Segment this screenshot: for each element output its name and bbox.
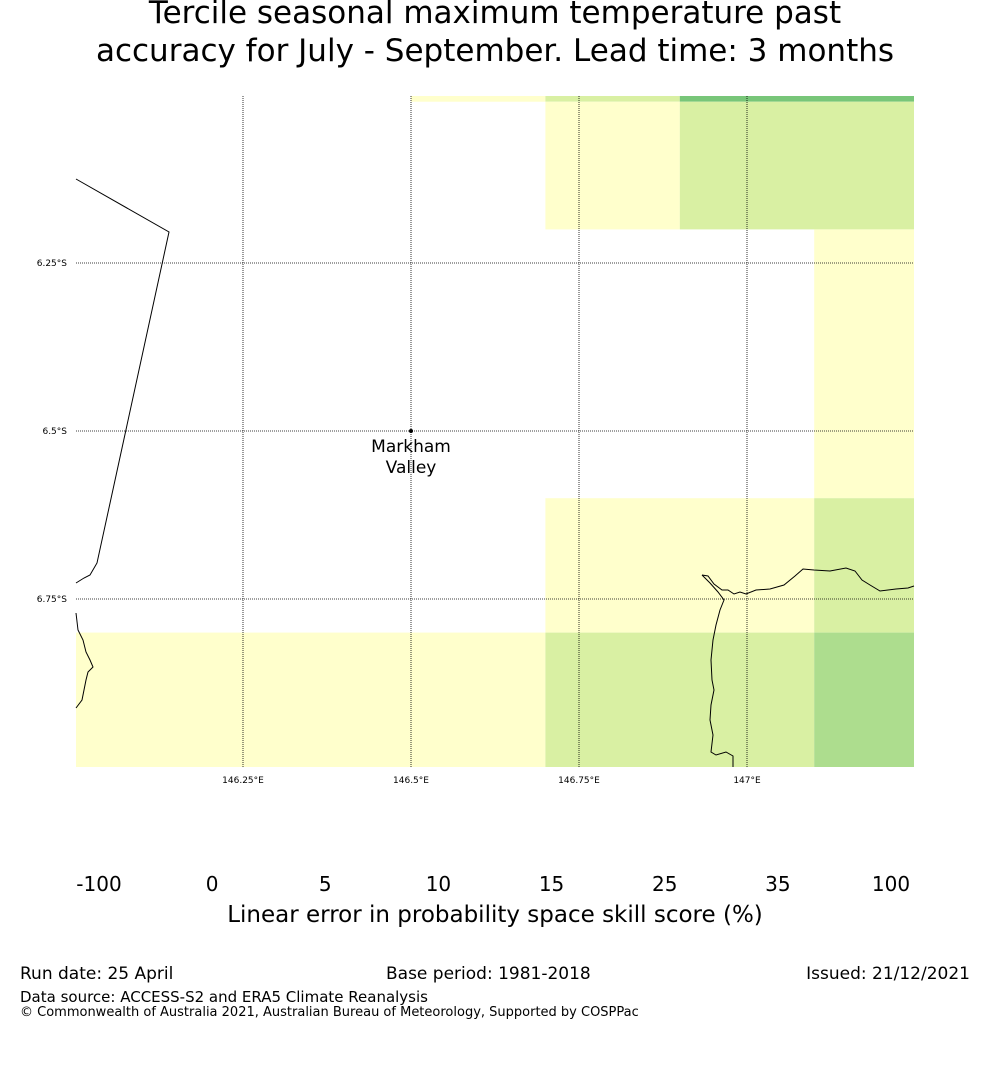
colorbar-tick-label: 15 — [538, 872, 565, 896]
base-period: Base period: 1981-2018 — [386, 964, 591, 984]
location-label: Markham — [371, 437, 451, 457]
colorbar-tick-label: 10 — [425, 872, 452, 896]
lon-tick-label: 146.75°E — [558, 776, 600, 786]
skill-cell — [545, 498, 815, 633]
issued-date: Issued: 21/12/2021 — [806, 964, 970, 984]
colorbar-tick-label: 25 — [651, 872, 678, 896]
lat-tick-label: 6.75°S — [37, 595, 68, 605]
skill-cell — [76, 632, 546, 767]
lat-tick-label: 6.25°S — [37, 259, 68, 269]
coastline-southwest — [75, 612, 94, 709]
skill-cell — [545, 96, 680, 102]
skill-cell — [679, 96, 914, 102]
run-date: Run date: 25 April — [20, 964, 174, 984]
location-label: Valley — [386, 458, 437, 478]
skill-cell — [545, 632, 815, 767]
colorbar-tick-label: 100 — [871, 872, 911, 896]
skill-cell — [814, 229, 914, 499]
copyright: © Commonwealth of Australia 2021, Austra… — [20, 1005, 639, 1020]
skill-cell — [679, 101, 914, 230]
colorbar-tick-label: 0 — [205, 872, 219, 896]
title-line-2: accuracy for July - September. Lead time… — [95, 33, 895, 69]
colorbar-tick-label: 5 — [318, 872, 332, 896]
skill-cell — [545, 101, 680, 230]
skill-map: 146.25°E 146.5°E 146.75°E 147°E 6.25°S 6.5°S 6… — [37, 96, 915, 786]
lon-tick-label: 146.25°E — [222, 776, 264, 786]
skill-cell — [814, 498, 914, 633]
colorbar-title: Linear error in probability space skill … — [227, 902, 763, 928]
data-source: Data source: ACCESS-S2 and ERA5 Climate … — [20, 988, 428, 1006]
skill-cell — [814, 632, 914, 767]
chart-title: Tercile seasonal maximum temperature pas… — [0, 0, 990, 70]
skill-cell — [411, 96, 546, 102]
coastline-west — [75, 178, 170, 584]
colorbar-tick-label: -100 — [76, 872, 122, 896]
title-line-1: Tercile seasonal maximum temperature pas… — [148, 0, 842, 31]
lat-tick-label: 6.5°S — [42, 427, 67, 437]
lon-tick-label: 147°E — [733, 776, 761, 786]
colorbar-tick-label: 35 — [765, 872, 791, 896]
lon-tick-label: 146.5°E — [393, 776, 429, 786]
coastline-east — [701, 567, 915, 595]
location-marker — [409, 429, 413, 433]
